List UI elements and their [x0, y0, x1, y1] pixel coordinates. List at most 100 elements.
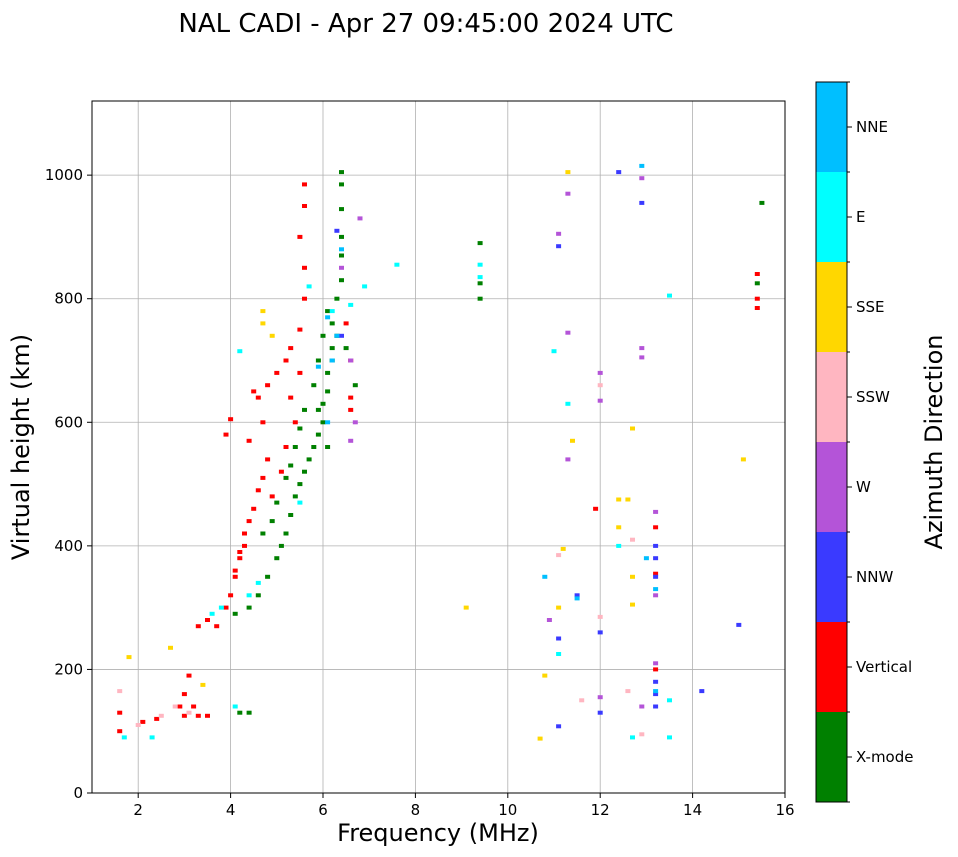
- echo-point-x-mode-18: [325, 389, 331, 394]
- x-axis-ticks: 2 4 6 8 10 12 14 16: [133, 793, 795, 819]
- echo-point-vertical-2: [140, 719, 146, 724]
- colorbar-label-e: E: [856, 208, 865, 226]
- echo-point-ssw-4: [186, 710, 192, 715]
- x-axis-label: Frequency (MHz): [337, 819, 539, 847]
- echo-point-vertical-19: [246, 519, 252, 524]
- echo-point-nne-7: [653, 587, 659, 592]
- x-tick-label-4: 4: [226, 801, 236, 819]
- y-axis-label: Virtual height (km): [7, 334, 35, 560]
- echo-point-vertical-57: [653, 571, 659, 576]
- colorbar: X-mode Vertical NNW W SSW SSE E NNE: [816, 81, 913, 803]
- x-tick-label-16: 16: [775, 801, 794, 819]
- echo-point-e-8: [297, 500, 303, 505]
- echo-point-e-14: [477, 262, 483, 267]
- echo-point-vertical-22: [260, 475, 266, 480]
- colorbar-segment-e: [816, 172, 847, 262]
- echo-point-vertical-29: [283, 358, 289, 363]
- echo-point-vertical-47: [232, 568, 238, 573]
- echo-point-x-mode-45: [343, 346, 349, 351]
- echo-point-w-0: [339, 265, 344, 270]
- echo-point-nne-3: [325, 420, 331, 425]
- echo-point-vertical-3: [154, 716, 160, 721]
- echo-point-ssw-11: [639, 732, 645, 737]
- echo-point-nne-5: [574, 596, 580, 601]
- echo-point-sse-14: [616, 525, 622, 530]
- echo-point-e-18: [556, 652, 562, 656]
- echo-point-vertical-26: [255, 395, 261, 400]
- echo-point-nnw-9: [653, 692, 659, 697]
- echo-point-vertical-38: [223, 432, 229, 437]
- echo-point-vertical-15: [228, 593, 234, 598]
- echo-point-x-mode-51: [759, 200, 765, 205]
- y-tick-label-200: 200: [54, 660, 83, 678]
- echo-point-vertical-14: [223, 605, 229, 610]
- echo-point-x-mode-39: [274, 500, 280, 505]
- echo-point-ssw-9: [630, 537, 635, 542]
- echo-point-vertical-52: [348, 407, 354, 412]
- echo-point-x-mode-46: [352, 383, 358, 388]
- echo-point-vertical-55: [754, 306, 760, 310]
- echo-point-x-mode-34: [302, 407, 307, 412]
- y-axis-ticks: 0 200 400 600 800 1000: [45, 166, 92, 802]
- colorbar-label-x-mode: X-mode: [856, 748, 913, 766]
- echo-point-nnw-3: [616, 170, 622, 175]
- echo-point-w-9: [546, 618, 552, 622]
- echo-point-vertical-41: [283, 445, 289, 449]
- echo-point-x-mode-24: [325, 309, 331, 314]
- echo-point-nnw-10: [653, 704, 659, 709]
- echo-point-x-mode-30: [339, 182, 344, 187]
- echo-point-nnw-16: [597, 630, 603, 635]
- colorbar-segment-x-mode: [816, 712, 847, 802]
- echo-point-x-mode-28: [339, 234, 344, 239]
- echo-point-nnw-11: [699, 689, 705, 694]
- echo-point-sse-16: [630, 602, 635, 607]
- echo-point-ssw-1: [135, 723, 141, 727]
- echo-point-e-0: [121, 735, 127, 740]
- echo-point-nne-2: [334, 333, 340, 338]
- echo-point-x-mode-31: [339, 170, 344, 175]
- echo-point-vertical-32: [302, 296, 307, 301]
- echo-point-vertical-49: [343, 321, 349, 326]
- y-tick-label-400: 400: [54, 537, 83, 555]
- echo-point-e-5: [232, 704, 238, 709]
- echo-point-x-mode-35: [297, 426, 303, 431]
- echo-point-w-1: [348, 358, 354, 363]
- echo-point-e-12: [362, 284, 368, 289]
- echo-point-w-11: [597, 398, 603, 403]
- echo-point-e-16: [551, 349, 557, 354]
- echo-point-vertical-16: [232, 574, 238, 579]
- colorbar-label-w: W: [856, 478, 871, 496]
- colorbar-label-sse: SSE: [856, 298, 885, 316]
- colorbar-segment-vertical: [816, 622, 847, 712]
- echo-point-e-3: [218, 605, 224, 610]
- echo-point-nnw-4: [639, 200, 645, 205]
- echo-point-sse-17: [630, 574, 635, 579]
- echo-point-e-20: [667, 735, 672, 740]
- echo-point-vertical-21: [255, 488, 261, 493]
- echo-point-ssw-5: [556, 553, 562, 558]
- echo-point-x-mode-47: [477, 241, 483, 246]
- echo-point-sse-12: [616, 497, 622, 502]
- echo-point-w-5: [556, 231, 562, 236]
- echo-point-vertical-44: [297, 370, 303, 375]
- echo-point-sse-6: [542, 673, 548, 678]
- echo-point-nnw-15: [597, 710, 603, 715]
- colorbar-segment-nne: [816, 82, 847, 172]
- echo-point-x-mode-49: [477, 296, 483, 301]
- echo-point-w-13: [639, 346, 645, 351]
- echo-point-w-10: [597, 370, 603, 375]
- echo-point-nnw-0: [334, 228, 340, 233]
- echo-point-e-17: [565, 401, 571, 406]
- echo-point-vertical-9: [205, 713, 210, 718]
- colorbar-segment-ssw: [816, 352, 847, 442]
- x-tick-label-2: 2: [133, 801, 143, 819]
- y-tick-label-600: 600: [54, 413, 83, 431]
- echo-point-x-mode-3: [246, 605, 252, 610]
- echo-point-vertical-7: [191, 704, 197, 709]
- echo-point-x-mode-6: [274, 556, 280, 561]
- colorbar-label-ssw: SSW: [856, 388, 890, 406]
- echo-point-sse-8: [565, 170, 571, 175]
- x-tick-label-14: 14: [683, 801, 702, 819]
- echo-point-vertical-17: [237, 556, 243, 561]
- echo-point-nnw-17: [556, 724, 562, 729]
